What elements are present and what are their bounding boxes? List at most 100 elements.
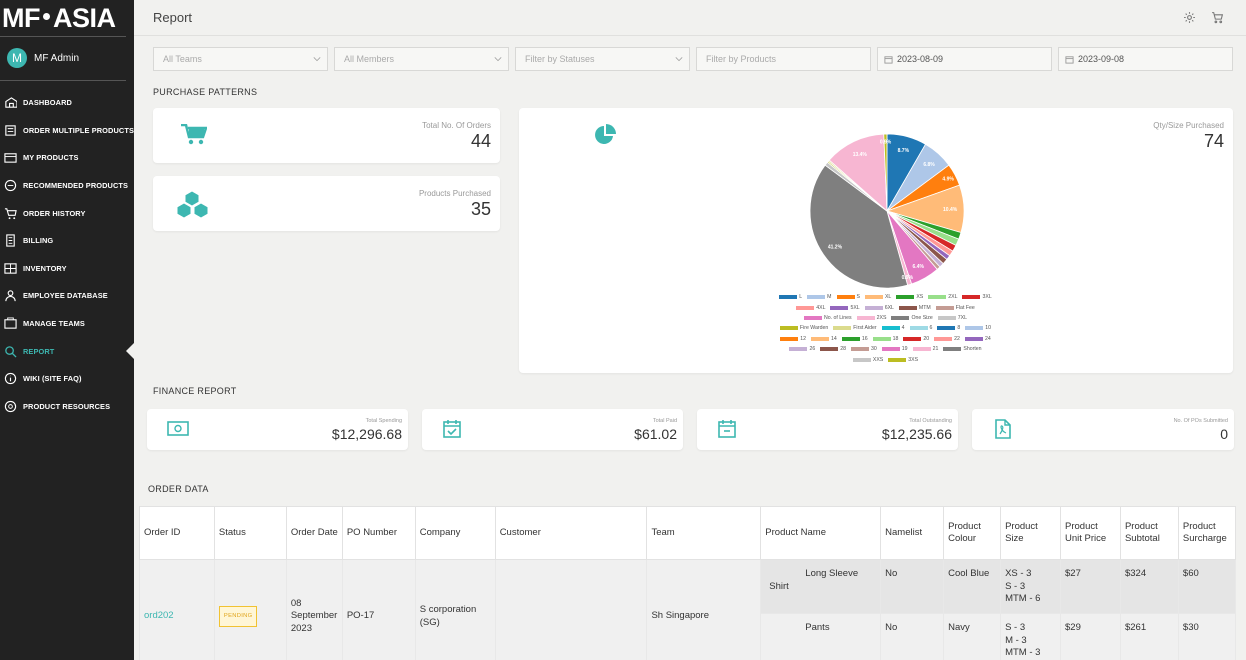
status-cell: PENDING: [213, 559, 287, 660]
legend-item[interactable]: 10: [965, 325, 991, 331]
legend-item[interactable]: XL: [864, 294, 891, 300]
legend-item[interactable]: 19: [881, 346, 908, 352]
date-from-input[interactable]: 2023-08-09: [877, 47, 1052, 71]
orders-label: Total No. Of Orders: [422, 121, 491, 130]
legend-item[interactable]: MTM: [898, 305, 931, 311]
legend-item[interactable]: 4: [881, 325, 905, 331]
legend-item[interactable]: S: [836, 294, 860, 300]
legend-item[interactable]: 12: [780, 336, 806, 342]
column-header-order-id[interactable]: Order ID: [139, 506, 215, 560]
column-header-status[interactable]: Status: [213, 506, 287, 560]
legend-item[interactable]: 3XL: [962, 294, 992, 301]
legend-item[interactable]: 3XS: [888, 357, 918, 363]
subtotal-cell: $324: [1119, 559, 1179, 614]
legend-swatch: [909, 326, 928, 331]
colour-cell: Cool Blue: [943, 559, 1002, 614]
column-header-po-number[interactable]: PO Number: [341, 506, 416, 560]
legend-item[interactable]: 26: [789, 346, 815, 352]
legend-row: L M S XL XS 2XL 3XL: [519, 292, 1246, 302]
calendar-check-icon: [443, 420, 461, 438]
sidebar-item-manage-teams[interactable]: MANAGE TEAMS: [0, 310, 134, 338]
legend-item[interactable]: 24: [964, 336, 991, 342]
legend-swatch: [864, 305, 883, 310]
column-header-product-unit-price[interactable]: Product Unit Price: [1060, 506, 1121, 560]
teams-filter[interactable]: All Teams: [153, 47, 328, 71]
legend-item[interactable]: One Size: [891, 315, 933, 321]
products-filter[interactable]: Filter by Products: [696, 47, 871, 71]
legend-swatch: [928, 295, 947, 300]
settings-gear-icon[interactable]: [1183, 11, 1196, 24]
dashboard-icon: [5, 97, 17, 108]
legend-label: First Aider: [853, 325, 877, 332]
user-profile[interactable]: M MF Admin: [7, 48, 79, 68]
cart-icon[interactable]: [1211, 11, 1224, 24]
legend-item[interactable]: Flat Fee: [935, 305, 975, 311]
pie-slice-21[interactable]: [828, 133, 888, 212]
sidebar-item-wiki-site-faq[interactable]: WIKI (SITE FAQ): [0, 365, 134, 393]
legend-item[interactable]: 30: [851, 346, 877, 352]
sidebar-item-my-products[interactable]: MY PRODUCTS: [0, 144, 134, 172]
finance-card-value: $61.02: [634, 426, 677, 442]
namelist-cell: No: [880, 559, 945, 614]
legend-item[interactable]: No. of Lines: [803, 315, 852, 321]
sidebar-item-report[interactable]: REPORT: [0, 337, 134, 365]
sidebar-item-order-history[interactable]: ORDER HISTORY: [0, 199, 134, 227]
column-header-product-subtotal[interactable]: Product Subtotal: [1119, 506, 1179, 560]
legend-item[interactable]: 21: [912, 346, 938, 352]
legend-item[interactable]: Fire Warden: [779, 325, 828, 331]
sidebar-item-order-multiple-products[interactable]: ORDER MULTIPLE PRODUCTS: [0, 117, 134, 145]
legend-item[interactable]: Shorten: [943, 346, 982, 352]
column-header-customer[interactable]: Customer: [494, 506, 648, 560]
pie-slice-label: 41.2%: [828, 245, 843, 251]
legend-item[interactable]: 6: [909, 325, 932, 331]
legend-item[interactable]: 18: [872, 336, 898, 342]
sidebar-item-label: WIKI (SITE FAQ): [23, 374, 82, 384]
legend-item[interactable]: L: [779, 294, 802, 300]
sidebar-item-dashboard[interactable]: DASHBOARD: [0, 89, 134, 117]
legend-row: XXS 3XS: [519, 354, 1246, 364]
legend-item[interactable]: 2XL: [928, 294, 957, 300]
size-line: XS - 3: [1005, 568, 1032, 579]
legend-item[interactable]: 20: [903, 336, 929, 342]
sidebar-item-inventory[interactable]: INVENTORY: [0, 255, 134, 283]
column-header-order-date[interactable]: Order Date: [285, 506, 343, 560]
legend-item[interactable]: 2XS: [856, 315, 886, 321]
pie-slice-3xs[interactable]: [883, 133, 888, 212]
column-header-product-surcharge[interactable]: Product Surcharge: [1177, 506, 1236, 560]
sidebar-item-employee-database[interactable]: EMPLOYEE DATABASE: [0, 282, 134, 310]
order-id-link[interactable]: ord202: [144, 610, 174, 622]
column-header-product-size[interactable]: Product Size: [1000, 506, 1062, 560]
column-header-product-colour[interactable]: Product Colour: [943, 506, 1002, 560]
column-header-namelist[interactable]: Namelist: [880, 506, 945, 560]
legend-item[interactable]: 4XL: [796, 305, 825, 311]
legend-item[interactable]: 22: [934, 336, 960, 342]
legend-item[interactable]: M: [807, 294, 832, 300]
legend-swatch: [864, 295, 883, 300]
pie-chart-icon: [595, 124, 616, 144]
date-to-input[interactable]: 2023-09-08: [1058, 47, 1233, 71]
legend-item[interactable]: XXS: [852, 357, 883, 363]
legend-item[interactable]: 6XL: [864, 305, 894, 311]
sidebar-item-recommended-products[interactable]: RECOMMENDED PRODUCTS: [0, 172, 134, 200]
column-header-company[interactable]: Company: [414, 506, 496, 560]
pie-slice-one-size[interactable]: [809, 164, 909, 289]
statuses-filter[interactable]: Filter by Statuses: [515, 47, 690, 71]
legend-label: 3XL: [982, 294, 992, 301]
order-data-title: ORDER DATA: [148, 484, 209, 494]
legend-item[interactable]: 16: [841, 336, 868, 342]
sidebar-item-product-resources[interactable]: PRODUCT RESOURCES: [0, 393, 134, 421]
column-header-team[interactable]: Team: [646, 506, 762, 560]
sidebar-item-billing[interactable]: BILLING: [0, 227, 134, 255]
legend-item[interactable]: First Aider: [833, 325, 877, 332]
legend-item[interactable]: XS: [896, 294, 923, 300]
column-header-product-name[interactable]: Product Name: [760, 506, 882, 560]
members-filter[interactable]: All Members: [334, 47, 509, 71]
legend-item[interactable]: 5XL: [830, 305, 860, 311]
legend-item[interactable]: 28: [820, 346, 846, 352]
legend-item[interactable]: 14: [811, 336, 837, 342]
brand-logo[interactable]: MF ASIA: [2, 3, 116, 33]
legend-item[interactable]: 7XL: [937, 315, 967, 321]
product-group-label: Shirt: [769, 581, 789, 592]
legend-item[interactable]: 8: [937, 325, 960, 331]
